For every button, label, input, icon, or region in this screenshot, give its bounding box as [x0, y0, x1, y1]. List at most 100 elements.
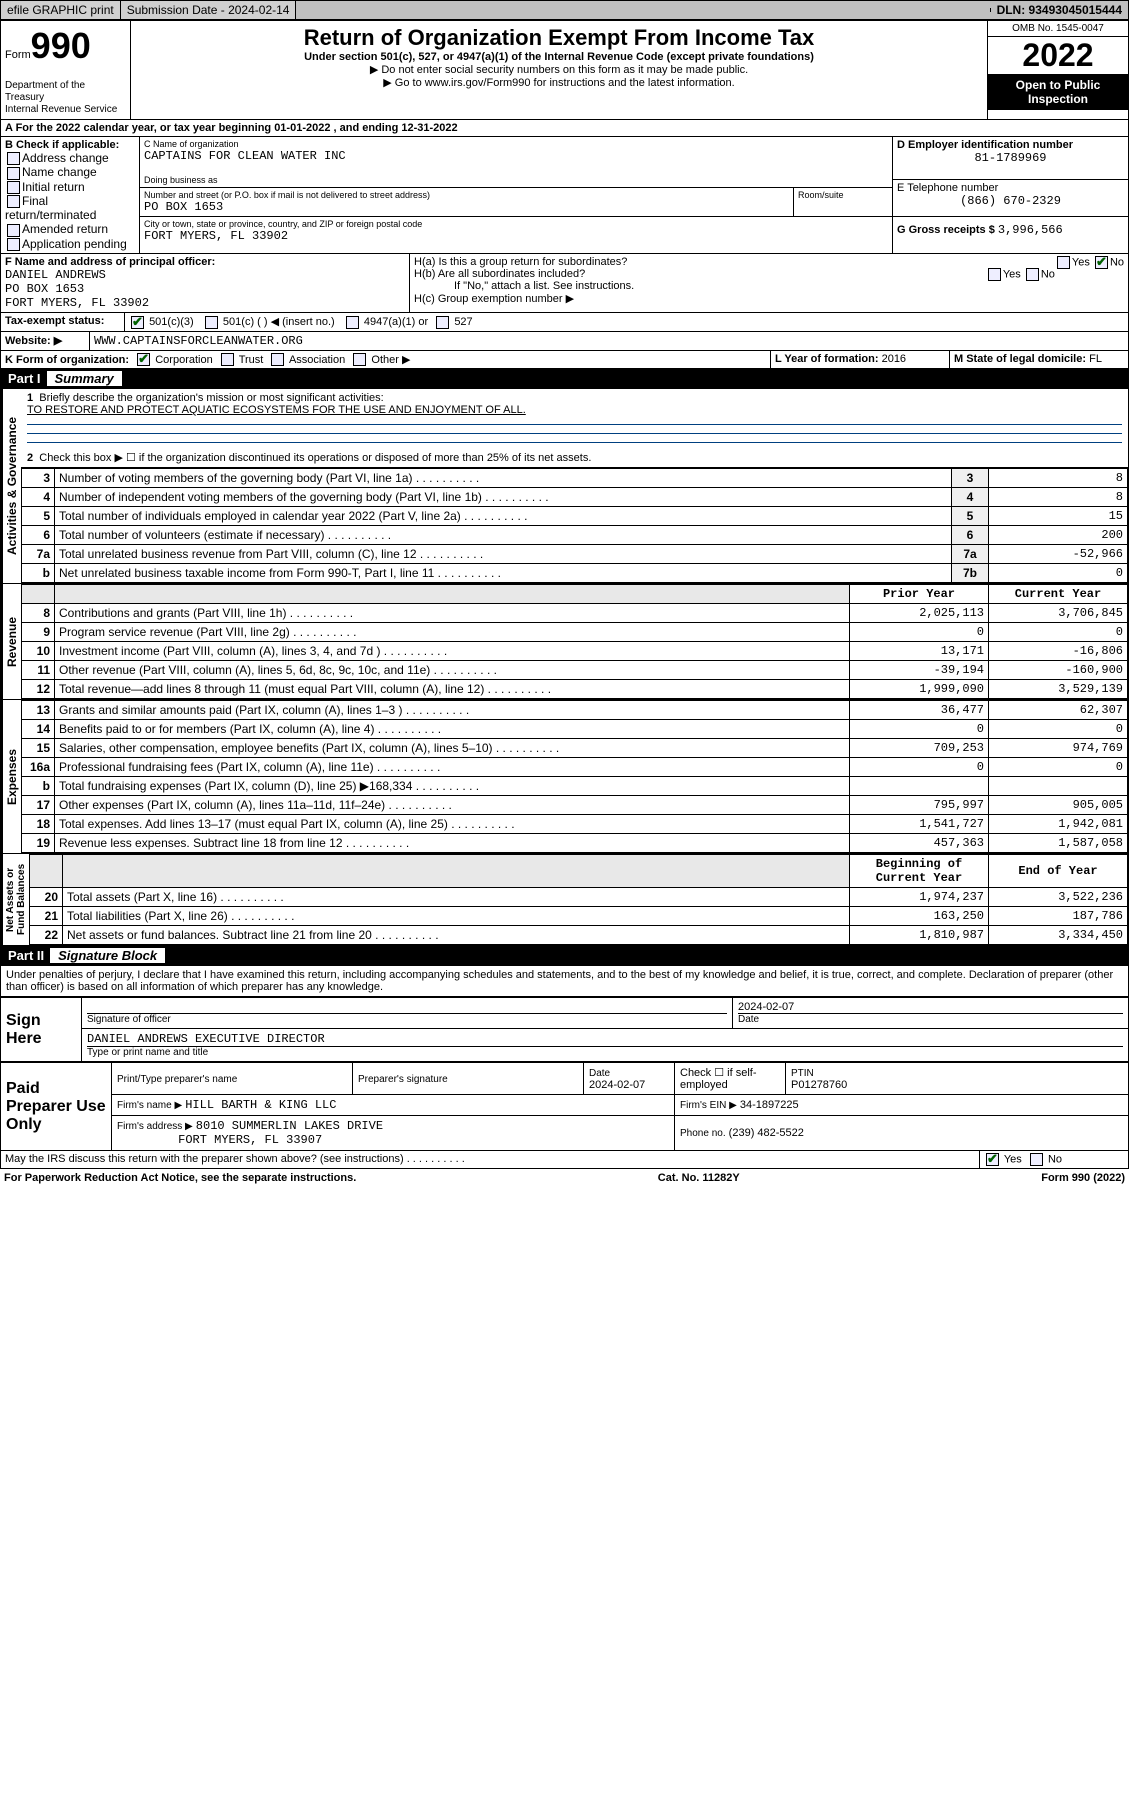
i-501c3-checkbox[interactable]	[131, 316, 144, 329]
tax-year: 2022	[988, 37, 1128, 74]
title-cell: Return of Organization Exempt From Incom…	[131, 21, 988, 119]
activities-governance: Activities & Governance 1 Briefly descri…	[0, 388, 1129, 584]
table-netassets: Beginning of Current YearEnd of Year20To…	[29, 854, 1128, 945]
sign-here-label: Sign Here	[1, 998, 82, 1062]
paid-title: Paid Preparer Use Only	[1, 1063, 112, 1151]
netassets-section: Net Assets orFund Balances Beginning of …	[0, 854, 1129, 946]
form-number-cell: Form990 Department of the Treasury Inter…	[1, 21, 131, 119]
section-h: H(a) Is this a group return for subordin…	[410, 254, 1128, 312]
q2-text: Check this box ▶ ☐ if the organization d…	[39, 452, 591, 464]
side-revenue: Revenue	[1, 584, 21, 699]
firm-ein: 34-1897225	[740, 1099, 799, 1111]
efile-print-button[interactable]: efile GRAPHIC print	[1, 1, 121, 19]
submission-date-button[interactable]: Submission Date - 2024-02-14	[121, 1, 297, 19]
footer-pra: For Paperwork Reduction Act Notice, see …	[4, 1172, 356, 1184]
c-dba-label: Doing business as	[144, 175, 888, 185]
line-a-text: A For the 2022 calendar year, or tax yea…	[1, 120, 1128, 136]
form-number: 990	[31, 25, 91, 66]
year-cell: OMB No. 1545-0047 2022 Open to Public In…	[988, 21, 1128, 119]
paid-preparer-block: Paid Preparer Use Only Print/Type prepar…	[0, 1062, 1129, 1151]
j-value: WWW.CAPTAINSFORCLEANWATER.ORG	[90, 332, 1128, 350]
sig-date: 2024-02-07	[738, 1001, 794, 1013]
b-label: B Check if applicable:	[5, 139, 135, 151]
firm-addr1: 8010 SUMMERLIN LAKES DRIVE	[196, 1119, 383, 1133]
hc-label: H(c) Group exemption number ▶	[414, 292, 1124, 305]
h-note: If "No," attach a list. See instructions…	[414, 280, 1124, 292]
dept-label: Department of the Treasury	[5, 80, 85, 103]
ha-label: H(a) Is this a group return for subordin…	[414, 256, 627, 268]
form-header: Form990 Department of the Treasury Inter…	[0, 20, 1129, 120]
section-f: F Name and address of principal officer:…	[1, 254, 410, 312]
k-other-checkbox[interactable]	[353, 353, 366, 366]
c-street-label: Number and street (or P.O. box if mail i…	[144, 190, 789, 200]
firm-name: HILL BARTH & KING LLC	[185, 1098, 336, 1112]
top-toolbar: efile GRAPHIC print Submission Date - 20…	[0, 0, 1129, 20]
form-instruction-2: ▶ Go to www.irs.gov/Form990 for instruct…	[135, 76, 983, 89]
b-opt-pending[interactable]: Application pending	[5, 237, 135, 251]
dln-label: DLN: 93493045015444	[991, 1, 1128, 19]
form-title: Return of Organization Exempt From Incom…	[135, 25, 983, 51]
i-527-checkbox[interactable]	[436, 316, 449, 329]
c-name-label: C Name of organization	[144, 139, 888, 149]
b-opt-initial[interactable]: Initial return	[5, 180, 135, 194]
c-street-value: PO BOX 1653	[144, 200, 789, 214]
b-opt-name[interactable]: Name change	[5, 165, 135, 179]
k-assoc-checkbox[interactable]	[271, 353, 284, 366]
part-ii-bar: Part IISignature Block	[0, 946, 1129, 965]
paid-ptin: P01278760	[791, 1079, 847, 1091]
section-f-h: F Name and address of principal officer:…	[0, 254, 1129, 313]
b-opt-address[interactable]: Address change	[5, 151, 135, 165]
sig-name-label: Type or print name and title	[87, 1046, 1123, 1058]
k-corp-checkbox[interactable]	[137, 353, 150, 366]
penalty-text: Under penalties of perjury, I declare th…	[0, 965, 1129, 997]
c-city-value: FORT MYERS, FL 33902	[144, 229, 888, 243]
table-revenue: Prior YearCurrent Year8Contributions and…	[21, 584, 1128, 699]
discuss-yes-checkbox[interactable]	[986, 1153, 999, 1166]
discuss-text: May the IRS discuss this return with the…	[5, 1153, 404, 1165]
c-name-value: CAPTAINS FOR CLEAN WATER INC	[144, 149, 888, 163]
b-opt-final[interactable]: Final return/terminated	[5, 194, 135, 222]
section-i: Tax-exempt status: 501(c)(3) 501(c) ( ) …	[0, 313, 1129, 332]
k-trust-checkbox[interactable]	[221, 353, 234, 366]
side-netassets: Net Assets orFund Balances	[1, 854, 29, 945]
m-label: M State of legal domicile:	[954, 353, 1086, 365]
q1-label: Briefly describe the organization's miss…	[39, 392, 383, 404]
f-name: DANIEL ANDREWS	[5, 268, 106, 282]
page-footer: For Paperwork Reduction Act Notice, see …	[0, 1169, 1129, 1187]
form-prefix: Form	[5, 49, 31, 61]
omb-label: OMB No. 1545-0047	[988, 21, 1128, 37]
firm-addr2: FORT MYERS, FL 33907	[178, 1133, 322, 1147]
e-value: (866) 670-2329	[897, 194, 1124, 208]
j-label: Website: ▶	[1, 332, 90, 350]
d-value: 81-1789969	[897, 151, 1124, 165]
paid-selfemp[interactable]: Check ☐ if self-employed	[675, 1063, 786, 1095]
section-deg: D Employer identification number 81-1789…	[893, 137, 1128, 253]
sig-officer-label: Signature of officer	[87, 1013, 727, 1025]
section-b: B Check if applicable: Address change Na…	[1, 137, 140, 253]
part-i-bar: Part ISummary	[0, 369, 1129, 388]
i-501c-checkbox[interactable]	[205, 316, 218, 329]
discuss-no-checkbox[interactable]	[1030, 1153, 1043, 1166]
toolbar-spacer	[296, 8, 990, 12]
paid-date: 2024-02-07	[589, 1079, 645, 1091]
hb-label: H(b) Are all subordinates included?	[414, 268, 585, 280]
table-governance: 3Number of voting members of the governi…	[21, 468, 1128, 583]
c-suite-label: Room/suite	[793, 188, 892, 216]
form-subtitle: Under section 501(c), 527, or 4947(a)(1)…	[135, 51, 983, 63]
f-addr2: FORT MYERS, FL 33902	[5, 296, 149, 310]
section-j: Website: ▶ WWW.CAPTAINSFORCLEANWATER.ORG	[0, 332, 1129, 351]
revenue-section: Revenue Prior YearCurrent Year8Contribut…	[0, 584, 1129, 700]
expenses-section: Expenses 13Grants and similar amounts pa…	[0, 700, 1129, 854]
g-value: 3,996,566	[998, 223, 1063, 237]
line-a: A For the 2022 calendar year, or tax yea…	[0, 120, 1129, 137]
table-expenses: 13Grants and similar amounts paid (Part …	[21, 700, 1128, 853]
irs-label: Internal Revenue Service	[5, 104, 117, 115]
i-4947-checkbox[interactable]	[346, 316, 359, 329]
b-opt-amended[interactable]: Amended return	[5, 222, 135, 236]
inspection-badge: Open to Public Inspection	[988, 74, 1128, 110]
i-label: Tax-exempt status:	[1, 313, 125, 331]
k-label: K Form of organization:	[5, 354, 129, 366]
g-label: G Gross receipts $	[897, 224, 995, 236]
section-klm: K Form of organization: Corporation Trus…	[0, 351, 1129, 370]
section-b-to-g: B Check if applicable: Address change Na…	[0, 137, 1129, 254]
